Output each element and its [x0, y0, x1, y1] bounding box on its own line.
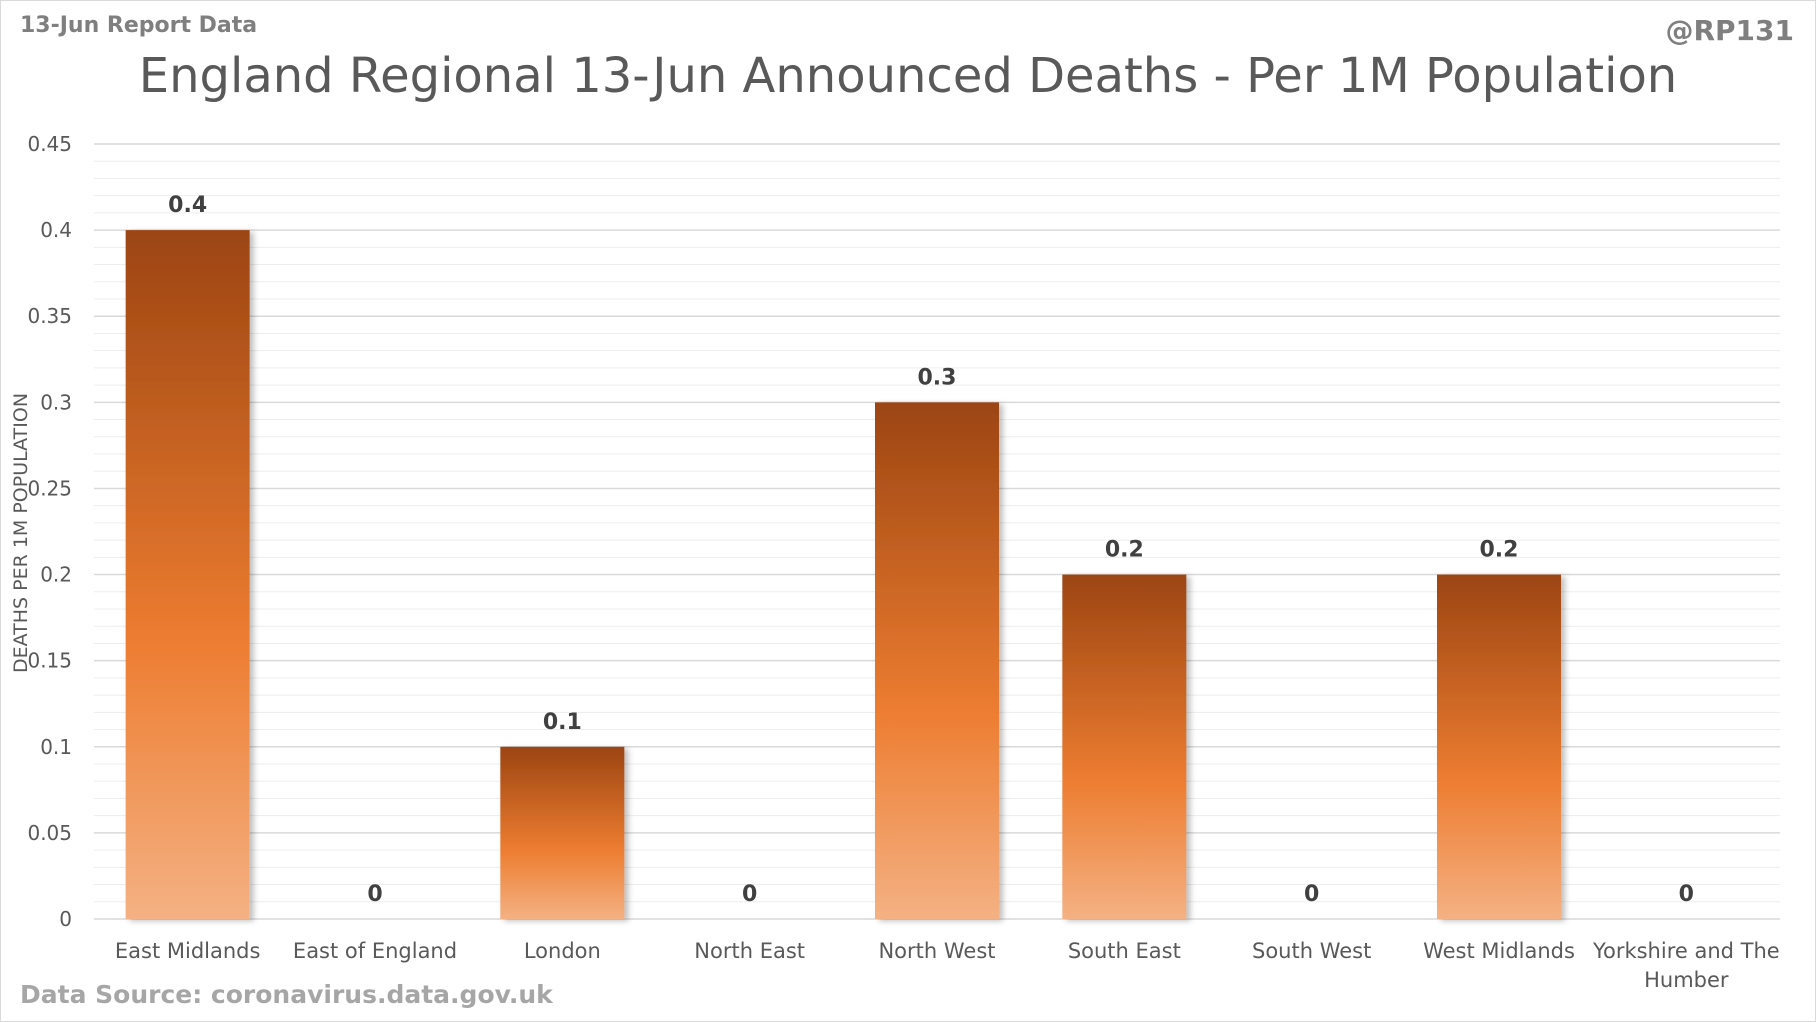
y-tick-label: 0.2 — [40, 563, 72, 587]
data-label: 0 — [742, 882, 757, 907]
bar — [1062, 574, 1187, 919]
data-label: 0.2 — [1480, 538, 1519, 563]
x-axis-labels: East Midlands East of England London North … — [115, 939, 1780, 992]
chart-title: England Regional 13-Jun Announced Deaths… — [138, 48, 1678, 104]
y-tick-label: 0 — [59, 907, 72, 931]
data-label: 0.4 — [168, 193, 207, 218]
y-tick-label: 0.3 — [40, 390, 72, 414]
data-labels: 0.4 0 0.1 0 0.3 0.2 0 0.2 0 — [168, 193, 1694, 907]
bar — [1437, 574, 1561, 919]
data-source-note: Data Source: coronavirus.data.gov.uk — [20, 980, 553, 1009]
x-tick-label: East of England — [293, 939, 457, 963]
y-tick-label: 0.35 — [27, 304, 72, 328]
x-tick-label: West Midlands — [1423, 939, 1575, 963]
x-tick-label: North East — [694, 939, 805, 963]
y-axis-title: DEATHS PER 1M POPULATION — [10, 393, 32, 673]
y-tick-label: 0.45 — [27, 132, 72, 156]
data-label: 0 — [1679, 882, 1694, 907]
y-tick-label: 0.15 — [27, 649, 72, 673]
bar — [875, 402, 999, 919]
y-tick-label: 0.4 — [40, 218, 72, 242]
data-label: 0.2 — [1105, 538, 1144, 563]
data-label: 0 — [1304, 882, 1319, 907]
report-date-label: 13-Jun Report Data — [20, 13, 258, 38]
bar — [125, 230, 250, 920]
y-tick-label: 0.1 — [40, 735, 72, 759]
data-label: 0.1 — [543, 710, 582, 735]
x-tick-label: London — [524, 939, 601, 963]
x-tick-label: North West — [878, 939, 995, 963]
x-tick-label: Yorkshire and The Humber — [1592, 939, 1780, 992]
bar-series — [125, 230, 1561, 920]
y-axis-ticks: 0 0.05 0.1 0.15 0.2 0.25 0.3 0.35 0.4 0.45 — [27, 132, 72, 931]
author-handle: @RP131 — [1665, 14, 1794, 47]
y-tick-label: 0.05 — [27, 821, 72, 845]
data-label: 0.3 — [918, 365, 957, 390]
bar — [500, 746, 625, 919]
x-tick-label: South West — [1252, 939, 1371, 963]
x-tick-label: South East — [1068, 939, 1181, 963]
x-tick-label: East Midlands — [115, 939, 261, 963]
y-tick-label: 0.25 — [27, 476, 72, 500]
data-label: 0 — [367, 882, 382, 907]
